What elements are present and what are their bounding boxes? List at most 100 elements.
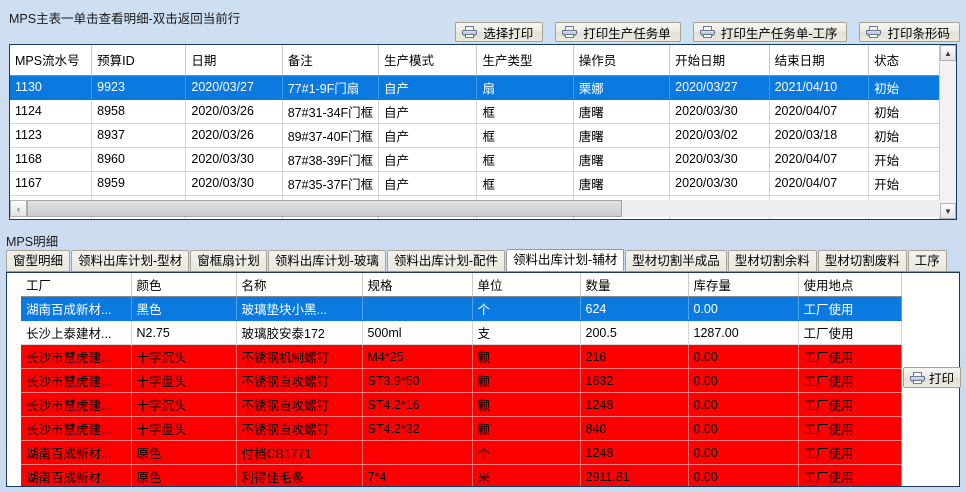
detail-column-header[interactable]: 工厂	[21, 273, 132, 297]
table-cell[interactable]: 工厂使用	[798, 296, 902, 321]
table-cell[interactable]: 十字盘头	[131, 416, 237, 441]
table-cell[interactable]: 500ml	[362, 320, 473, 345]
table-cell[interactable]: 原色	[131, 440, 237, 465]
table-cell[interactable]: 8960	[91, 147, 187, 172]
table-cell[interactable]: 自产	[378, 75, 478, 100]
tab-0[interactable]: 窗型明细	[6, 250, 71, 271]
table-cell[interactable]: 唐曙	[573, 99, 671, 124]
table-cell[interactable]: 工厂使用	[798, 344, 902, 369]
table-cell[interactable]: 工厂使用	[798, 368, 902, 393]
table-cell[interactable]: M4*25	[362, 344, 473, 369]
main-column-header[interactable]: 生产模式	[378, 45, 478, 76]
table-cell[interactable]: 89#37-40F门框	[282, 123, 380, 148]
toolbar-button-2[interactable]: 打印生产任务单-工序	[692, 22, 848, 42]
table-cell[interactable]: 原色	[131, 464, 237, 486]
scroll-left-icon[interactable]: ‹	[10, 200, 27, 217]
detail-column-header[interactable]: 颜色	[131, 273, 237, 297]
table-cell[interactable]: 玻璃胶安泰172	[236, 320, 363, 345]
table-cell[interactable]: 0.00	[688, 368, 799, 393]
main-column-header[interactable]: MPS流水号	[10, 45, 93, 76]
main-column-header[interactable]: 预算ID	[91, 45, 187, 76]
table-cell[interactable]: 87#38-39F门框	[282, 147, 380, 172]
tab-7[interactable]: 型材切割余料	[727, 250, 817, 271]
hscroll-track[interactable]	[27, 200, 940, 217]
table-cell[interactable]: 工厂使用	[798, 440, 902, 465]
table-cell[interactable]: 2020/03/30	[669, 147, 770, 172]
table-cell[interactable]: 2020/04/07	[769, 147, 870, 172]
table-cell[interactable]: 216	[580, 344, 689, 369]
detail-column-header[interactable]: 使用地点	[798, 273, 902, 297]
detail-print-button[interactable]: 打印	[903, 367, 962, 388]
table-cell[interactable]: ST3.9*50	[362, 368, 473, 393]
table-cell[interactable]: 0.00	[688, 440, 799, 465]
table-cell[interactable]: 624	[580, 296, 689, 321]
table-row[interactable]: 长沙市慧虎建... 十字盘头 不锈钢自攻螺钉 ST3.9*50 颗 1632 0.00 工厂使…	[21, 368, 902, 393]
table-cell[interactable]: 十字沉头	[131, 344, 237, 369]
table-row[interactable]: 湖南百成新材... 原色 付档CB1771 个 1248 0.00 工厂使用	[21, 440, 902, 465]
main-grid-vertical-scrollbar[interactable]: ▲ ▼	[939, 45, 956, 219]
table-cell[interactable]: 自产	[378, 147, 478, 172]
table-cell[interactable]: 0.00	[688, 296, 799, 321]
tab-9[interactable]: 工序	[907, 250, 947, 271]
table-cell[interactable]: 8959	[91, 171, 187, 196]
table-cell[interactable]: 200.5	[580, 320, 689, 345]
tab-8[interactable]: 型材切割废料	[817, 250, 907, 271]
table-cell[interactable]: 支	[472, 320, 581, 345]
detail-column-header[interactable]: 单位	[472, 273, 581, 297]
table-cell[interactable]: 湖南百成新材...	[21, 464, 132, 486]
table-cell[interactable]: 0.00	[688, 464, 799, 486]
main-column-header[interactable]: 备注	[282, 45, 380, 76]
table-cell[interactable]: N2.75	[131, 320, 237, 345]
table-cell[interactable]: 9923	[91, 75, 187, 100]
toolbar-button-1[interactable]: 打印生产任务单	[555, 22, 681, 42]
table-cell[interactable]: 个	[472, 440, 581, 465]
table-cell[interactable]: 黑色	[131, 296, 237, 321]
table-cell[interactable]: 1248	[580, 392, 689, 417]
table-cell[interactable]: 工厂使用	[798, 320, 902, 345]
table-cell[interactable]: 长沙市慧虎建...	[21, 368, 132, 393]
table-cell[interactable]: 不锈钢自攻螺钉	[236, 392, 363, 417]
detail-column-header[interactable]: 规格	[362, 273, 473, 297]
table-cell[interactable]: 0.00	[688, 344, 799, 369]
table-cell[interactable]: 2020/03/02	[669, 123, 770, 148]
table-cell[interactable]: 2020/04/07	[769, 171, 870, 196]
table-row[interactable]: 长沙市慧虎建... 十字沉头 不锈钢机制螺钉 M4*25 颗 216 0.00 工厂使用	[21, 344, 902, 369]
table-cell[interactable]: 7*4	[362, 464, 473, 486]
scroll-down-icon[interactable]: ▼	[940, 203, 956, 219]
table-cell[interactable]: 2020/03/27	[669, 75, 770, 100]
table-cell[interactable]: 工厂使用	[798, 416, 902, 441]
main-column-header[interactable]: 结束日期	[769, 45, 870, 76]
table-cell[interactable]: 8958	[91, 99, 187, 124]
table-cell[interactable]	[362, 296, 473, 321]
table-cell[interactable]: 工厂使用	[798, 464, 902, 486]
table-cell[interactable]: 2020/03/30	[185, 147, 283, 172]
table-cell[interactable]: ST4.2*16	[362, 392, 473, 417]
table-cell[interactable]: 1632	[580, 368, 689, 393]
table-cell[interactable]: 8937	[91, 123, 187, 148]
table-row[interactable]: 长沙市慧虎建... 十字盘头 不锈钢自攻螺钉 ST4.2*32 颗 840 0.00 工厂使用	[21, 416, 902, 441]
table-cell[interactable]: 2020/03/26	[185, 99, 283, 124]
table-cell[interactable]: 颗	[472, 344, 581, 369]
hscroll-thumb[interactable]	[27, 200, 622, 217]
table-cell[interactable]: 2020/03/18	[769, 123, 870, 148]
table-row[interactable]: 1124 8958 2020/03/26 87#31-34F门框 自产框唐曙 2020/0…	[10, 99, 956, 124]
table-cell[interactable]: 长沙市慧虎建...	[21, 416, 132, 441]
table-row[interactable]: 1123 8937 2020/03/26 89#37-40F门框 自产框唐曙 2020/0…	[10, 123, 956, 148]
table-row[interactable]: 长沙上泰建材... N2.75 玻璃胶安泰172 500ml 支 200.5 1287.00…	[21, 320, 902, 345]
table-cell[interactable]: 不锈钢自攻螺钉	[236, 416, 363, 441]
table-cell[interactable]: 自产	[378, 99, 478, 124]
table-cell[interactable]: 栗娜	[573, 75, 671, 100]
detail-column-header[interactable]: 名称	[236, 273, 363, 297]
table-cell[interactable]: 2020/04/07	[769, 99, 870, 124]
tab-1[interactable]: 领料出库计划-型材	[71, 250, 190, 271]
tab-2[interactable]: 窗框扇计划	[190, 250, 267, 271]
table-cell[interactable]: 1123	[10, 123, 93, 148]
table-cell[interactable]: 米	[472, 464, 581, 486]
main-grid-horizontal-scrollbar[interactable]: ‹	[10, 200, 940, 217]
toolbar-button-3[interactable]: 打印条形码	[859, 22, 960, 42]
table-cell[interactable]: 1167	[10, 171, 93, 196]
table-cell[interactable]: 框	[476, 147, 574, 172]
table-row[interactable]: 1167 8959 2020/03/30 87#35-37F门框 自产框唐曙 2020/0…	[10, 171, 956, 196]
table-cell[interactable]: 1130	[10, 75, 93, 100]
table-cell[interactable]: 2911.81	[580, 464, 689, 486]
